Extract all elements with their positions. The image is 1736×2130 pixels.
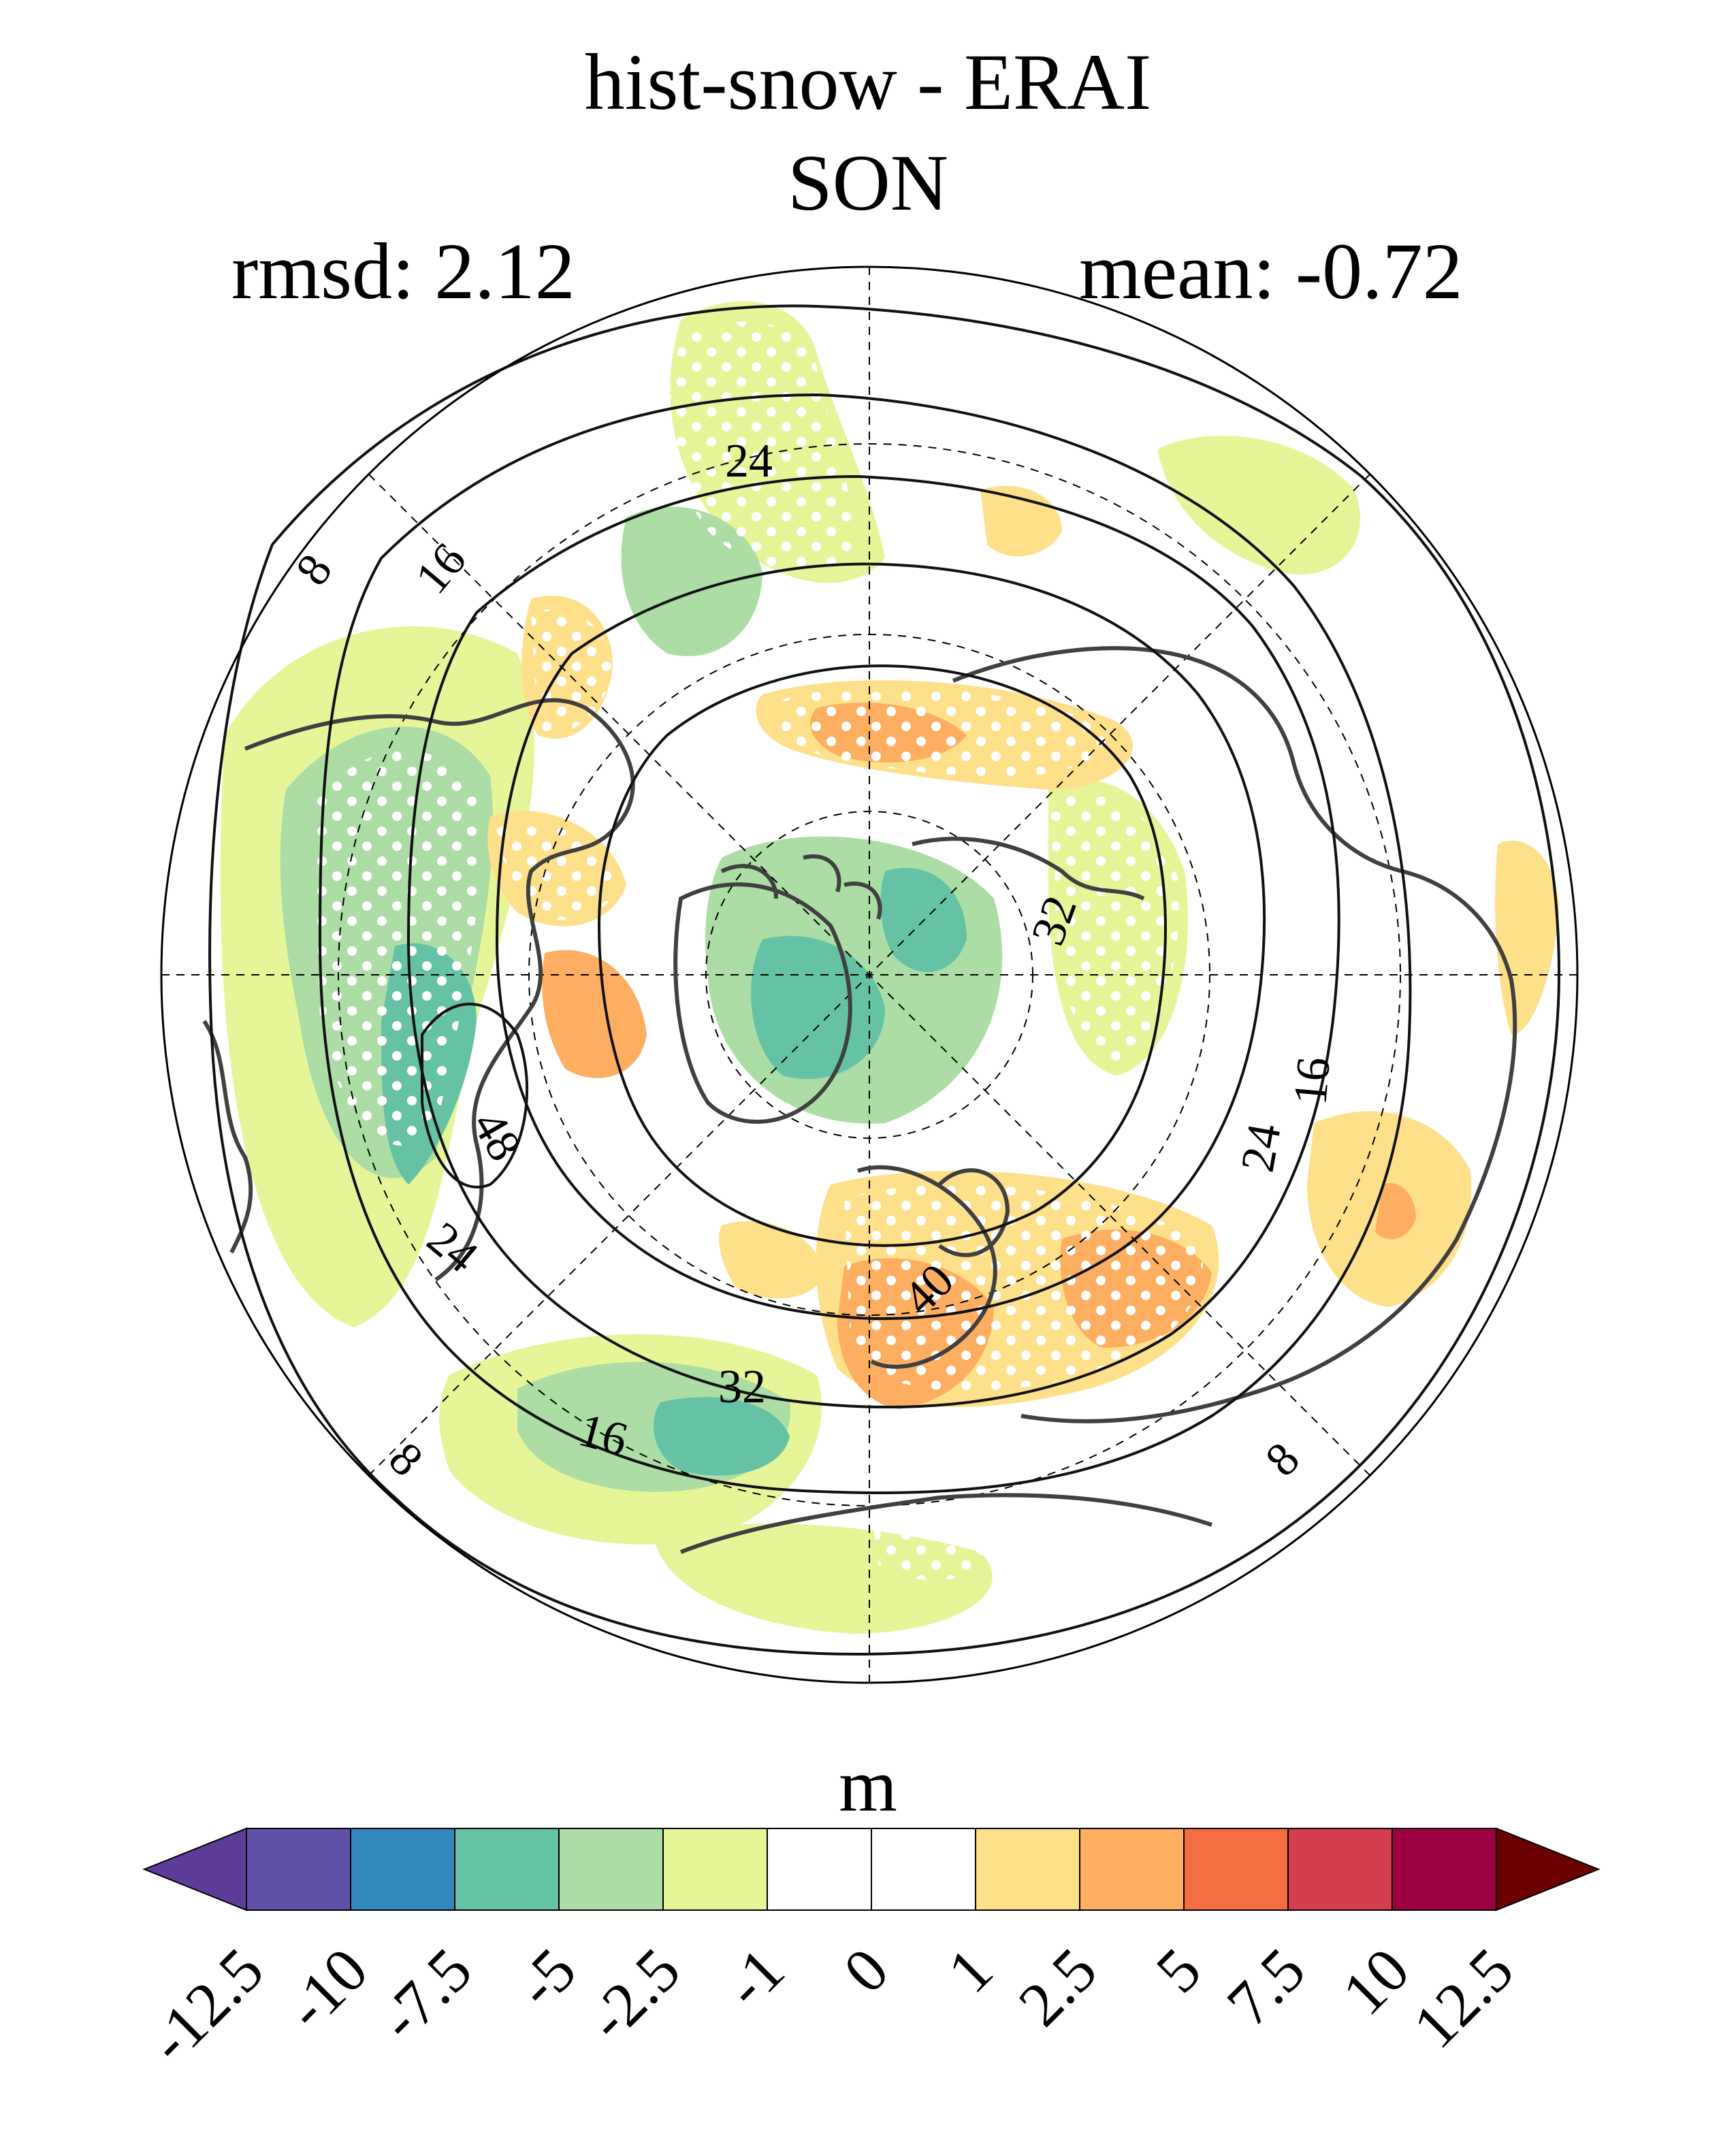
colorbar-unit: m bbox=[839, 1744, 897, 1827]
coast-north-america bbox=[244, 698, 635, 1282]
graticule bbox=[161, 267, 1577, 1683]
stippling-3 bbox=[776, 687, 1110, 777]
colorbar-arrow-high bbox=[1496, 1827, 1601, 1911]
colorbar-arrow-low bbox=[142, 1827, 247, 1911]
colorbar-box bbox=[1183, 1828, 1289, 1911]
stippling-4 bbox=[313, 750, 481, 1146]
colorbar-box bbox=[350, 1828, 455, 1911]
contour-32 bbox=[495, 562, 1266, 1321]
colorbar-tick-label: -7.5 bbox=[366, 1935, 485, 2054]
stippling-6 bbox=[844, 1184, 1203, 1391]
colorbar-tick-label: 5 bbox=[1142, 1935, 1214, 2006]
rmsd-label: rmsd: 2.12 bbox=[231, 227, 575, 316]
contour-16 bbox=[318, 393, 1412, 1494]
contour-48 bbox=[421, 1003, 529, 1189]
field-ne-green bbox=[1157, 436, 1360, 575]
coastlines bbox=[202, 646, 1517, 1554]
contour-8 bbox=[208, 304, 1561, 1656]
stippling-8 bbox=[871, 1510, 994, 1581]
polar-map: 8 16 24 32 16 24 48 40 24 32 16 8 8 bbox=[160, 265, 1579, 1684]
coast-europe bbox=[857, 1165, 997, 1369]
coast-eurasia bbox=[952, 646, 1517, 1423]
field-atlantic-teal bbox=[654, 1397, 790, 1476]
coast-arctic-islands bbox=[720, 854, 882, 920]
colorbar-boxes bbox=[142, 1827, 1601, 1911]
plot-title: hist-snow - ERAI bbox=[584, 37, 1152, 127]
contour-label-24-e: 24 bbox=[1232, 1120, 1291, 1176]
coast-africa bbox=[679, 1493, 1212, 1554]
plot-season: SON bbox=[787, 138, 949, 227]
stippling-1 bbox=[669, 321, 858, 572]
coast-central-america bbox=[202, 1020, 253, 1254]
contours bbox=[208, 304, 1561, 1656]
colorbar-box bbox=[975, 1828, 1080, 1911]
colorbar-tick-label: 1 bbox=[934, 1935, 1006, 2006]
map-boundary bbox=[160, 265, 1579, 1684]
coast-scandinavia bbox=[937, 1168, 1010, 1257]
colorbar-box bbox=[454, 1828, 560, 1911]
colorbar-box bbox=[662, 1828, 768, 1911]
field-atl-orange bbox=[719, 1221, 824, 1299]
coast-asia-north bbox=[912, 837, 1145, 901]
colorbar-tick-label: 2.5 bbox=[1006, 1935, 1110, 2039]
field-center-teal bbox=[751, 935, 885, 1080]
contour-label-16-e: 16 bbox=[1284, 1055, 1340, 1107]
field-greenland-orange bbox=[542, 950, 647, 1078]
colorbar-box bbox=[767, 1828, 872, 1911]
colorbar-box bbox=[1287, 1828, 1393, 1911]
colorbar-tick-label: -1 bbox=[711, 1935, 797, 2020]
colorbar-box bbox=[871, 1828, 976, 1911]
colorbar-box bbox=[246, 1828, 351, 1911]
colorbar-box bbox=[558, 1828, 664, 1911]
colorbar-tick-label: 0 bbox=[830, 1935, 901, 2006]
colorbar-box bbox=[1079, 1828, 1185, 1911]
colorbar-tick-label: -2.5 bbox=[574, 1935, 693, 2054]
stippling-5 bbox=[1048, 792, 1179, 1062]
colorbar-tick-label: -12.5 bbox=[135, 1935, 277, 2076]
colorbar-box bbox=[1392, 1828, 1497, 1911]
contour-label-24-n: 24 bbox=[725, 435, 773, 487]
colorbar-tick-label: 12.5 bbox=[1400, 1935, 1526, 2061]
mean-label: mean: -0.72 bbox=[1079, 227, 1463, 316]
coast-greenland bbox=[673, 882, 852, 1124]
colorbar-tick-label: -10 bbox=[272, 1935, 381, 2043]
colorbar-tick-label: 7.5 bbox=[1214, 1935, 1318, 2039]
contour-40 bbox=[597, 664, 1167, 1247]
anomaly-field bbox=[220, 301, 1559, 1634]
field-east-dark bbox=[1375, 1183, 1416, 1240]
contour-label-32-s: 32 bbox=[718, 1361, 766, 1413]
